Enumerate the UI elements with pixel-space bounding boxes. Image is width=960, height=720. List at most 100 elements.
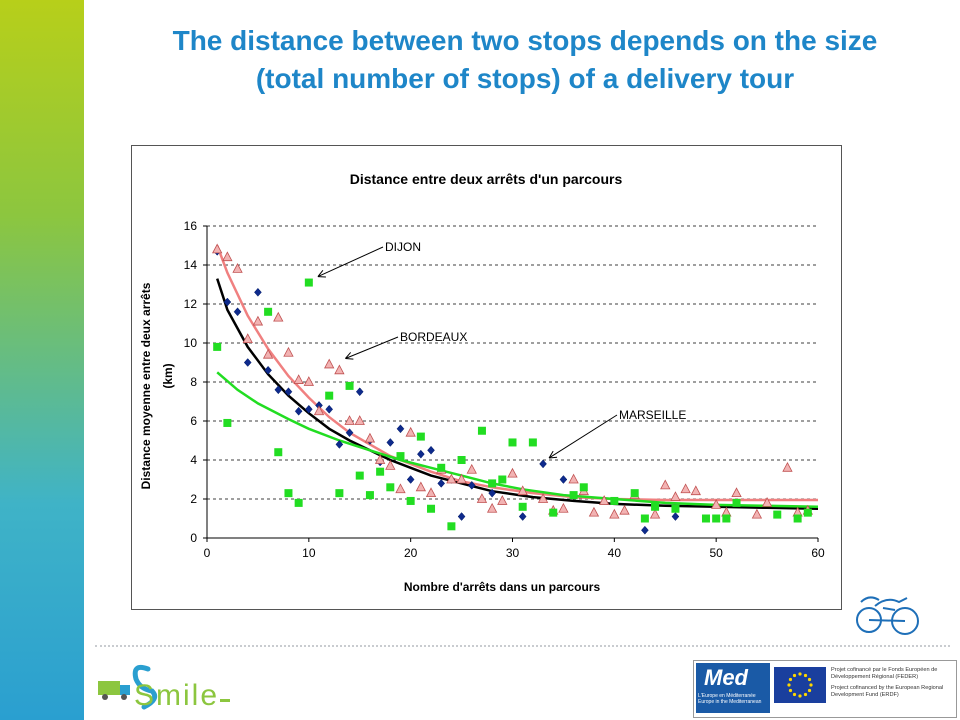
eu-star [798, 694, 802, 698]
point-marseille [264, 307, 273, 316]
point-bordeaux [751, 508, 763, 519]
annotation-label-bordeaux: BORDEAUX [400, 330, 467, 344]
point-bordeaux [252, 315, 264, 326]
point-bordeaux [711, 498, 722, 509]
x-axis-label: Nombre d'arrêts dans un parcours [404, 580, 601, 594]
point-dijon [641, 525, 649, 535]
point-bordeaux [354, 415, 365, 425]
y-tick-label: 2 [190, 492, 197, 506]
y-tick-label: 6 [190, 414, 197, 428]
annotation-arrowhead-bordeaux [345, 352, 354, 360]
point-bordeaux [588, 506, 600, 517]
point-bordeaux [222, 251, 233, 262]
x-tick-label: 40 [608, 546, 622, 560]
point-dijon [386, 438, 395, 447]
side-gradient-bar [0, 0, 84, 720]
point-bordeaux [344, 415, 355, 425]
point-marseille [569, 491, 578, 500]
slide-title: The distance between two stops depends o… [100, 22, 950, 98]
point-bordeaux [507, 467, 518, 478]
point-bordeaux [425, 487, 437, 498]
annotations: DIJON BORDEAUX MARSEILLE [317, 240, 686, 459]
eu-funding-text-en: Project cofinanced by the European Regio… [831, 685, 944, 698]
point-bordeaux [670, 491, 681, 501]
point-bordeaux [537, 493, 549, 503]
point-dijon [284, 387, 293, 397]
point-bordeaux [731, 487, 742, 498]
y-axis-label-line2: (km) [161, 363, 175, 388]
point-bordeaux [303, 376, 314, 386]
point-bordeaux [405, 426, 416, 437]
point-bordeaux [283, 346, 294, 357]
point-bordeaux [324, 358, 335, 369]
footer-divider [95, 645, 950, 647]
point-bordeaux [456, 473, 467, 484]
point-bordeaux [761, 497, 773, 507]
point-marseille [671, 504, 680, 513]
eu-star [787, 683, 791, 687]
med-sub-en: Europe in the Mediterranean [698, 699, 762, 705]
point-bordeaux [690, 485, 701, 496]
point-marseille [712, 514, 721, 523]
point-bordeaux [212, 243, 223, 254]
chart-title: Distance entre deux arrêts d'un parcours [350, 171, 623, 187]
point-bordeaux [364, 432, 376, 443]
point-bordeaux [415, 481, 427, 492]
point-marseille [213, 342, 222, 351]
point-marseille [773, 510, 782, 519]
point-bordeaux [313, 405, 325, 416]
eu-star [807, 677, 812, 682]
med-logo-subtitle: L'Europe en Méditerranée Europe in the M… [698, 693, 768, 705]
point-marseille [386, 483, 395, 492]
point-marseille [579, 483, 588, 492]
x-tick-label: 60 [811, 546, 825, 560]
axes: 0 2 4 6 8 10 12 14 16 0 10 20 30 40 50 60 [184, 219, 825, 560]
y-tick-label: 10 [184, 336, 198, 350]
point-marseille [508, 438, 517, 447]
smile-logo: Smile [98, 664, 230, 712]
point-marseille [722, 514, 731, 523]
eu-star [803, 673, 808, 678]
point-bordeaux [476, 493, 488, 503]
point-dijon [305, 404, 313, 414]
annotation-label-dijon: DIJON [385, 240, 421, 254]
eu-star [788, 688, 793, 693]
eu-flag-icon [774, 667, 826, 703]
annotation-arrowhead-dijon [317, 270, 326, 278]
point-dijon [559, 475, 568, 484]
point-marseille [803, 508, 812, 517]
point-marseille [528, 438, 537, 447]
point-marseille [651, 502, 660, 511]
smile-logo-text: Smile [134, 679, 219, 712]
trendline-dijon [216, 278, 819, 511]
point-bordeaux [273, 311, 284, 322]
eu-star [809, 683, 813, 687]
point-marseille [274, 448, 283, 457]
annotation-label-marseille: MARSEILLE [619, 408, 686, 422]
x-tick-label: 10 [302, 546, 316, 560]
med-logo: Med L'Europe en Méditerranée Europe in t… [696, 663, 770, 713]
point-marseille [549, 508, 558, 517]
point-marseille [447, 522, 456, 531]
annotation-arrow-marseille [548, 414, 618, 459]
point-bordeaux [466, 463, 477, 474]
point-marseille [701, 514, 710, 523]
x-tick-label: 0 [204, 546, 211, 560]
point-marseille [437, 463, 446, 472]
point-bordeaux [242, 333, 253, 343]
annotation-arrow-dijon [317, 246, 384, 278]
point-dijon [325, 404, 334, 414]
trendline-bordeaux [216, 245, 818, 502]
point-bordeaux [262, 348, 274, 359]
point-bordeaux [232, 263, 243, 273]
eu-star [788, 677, 793, 682]
point-bordeaux [609, 508, 620, 519]
point-marseille [396, 452, 405, 461]
point-marseille [416, 432, 425, 441]
point-dijon [355, 387, 364, 397]
eu-funding-text-fr: Projet cofinancé par le Fonds Européen d… [831, 667, 938, 680]
point-bordeaux [395, 483, 406, 494]
point-marseille [427, 504, 436, 513]
point-marseille [406, 496, 415, 505]
point-dijon [243, 358, 252, 367]
